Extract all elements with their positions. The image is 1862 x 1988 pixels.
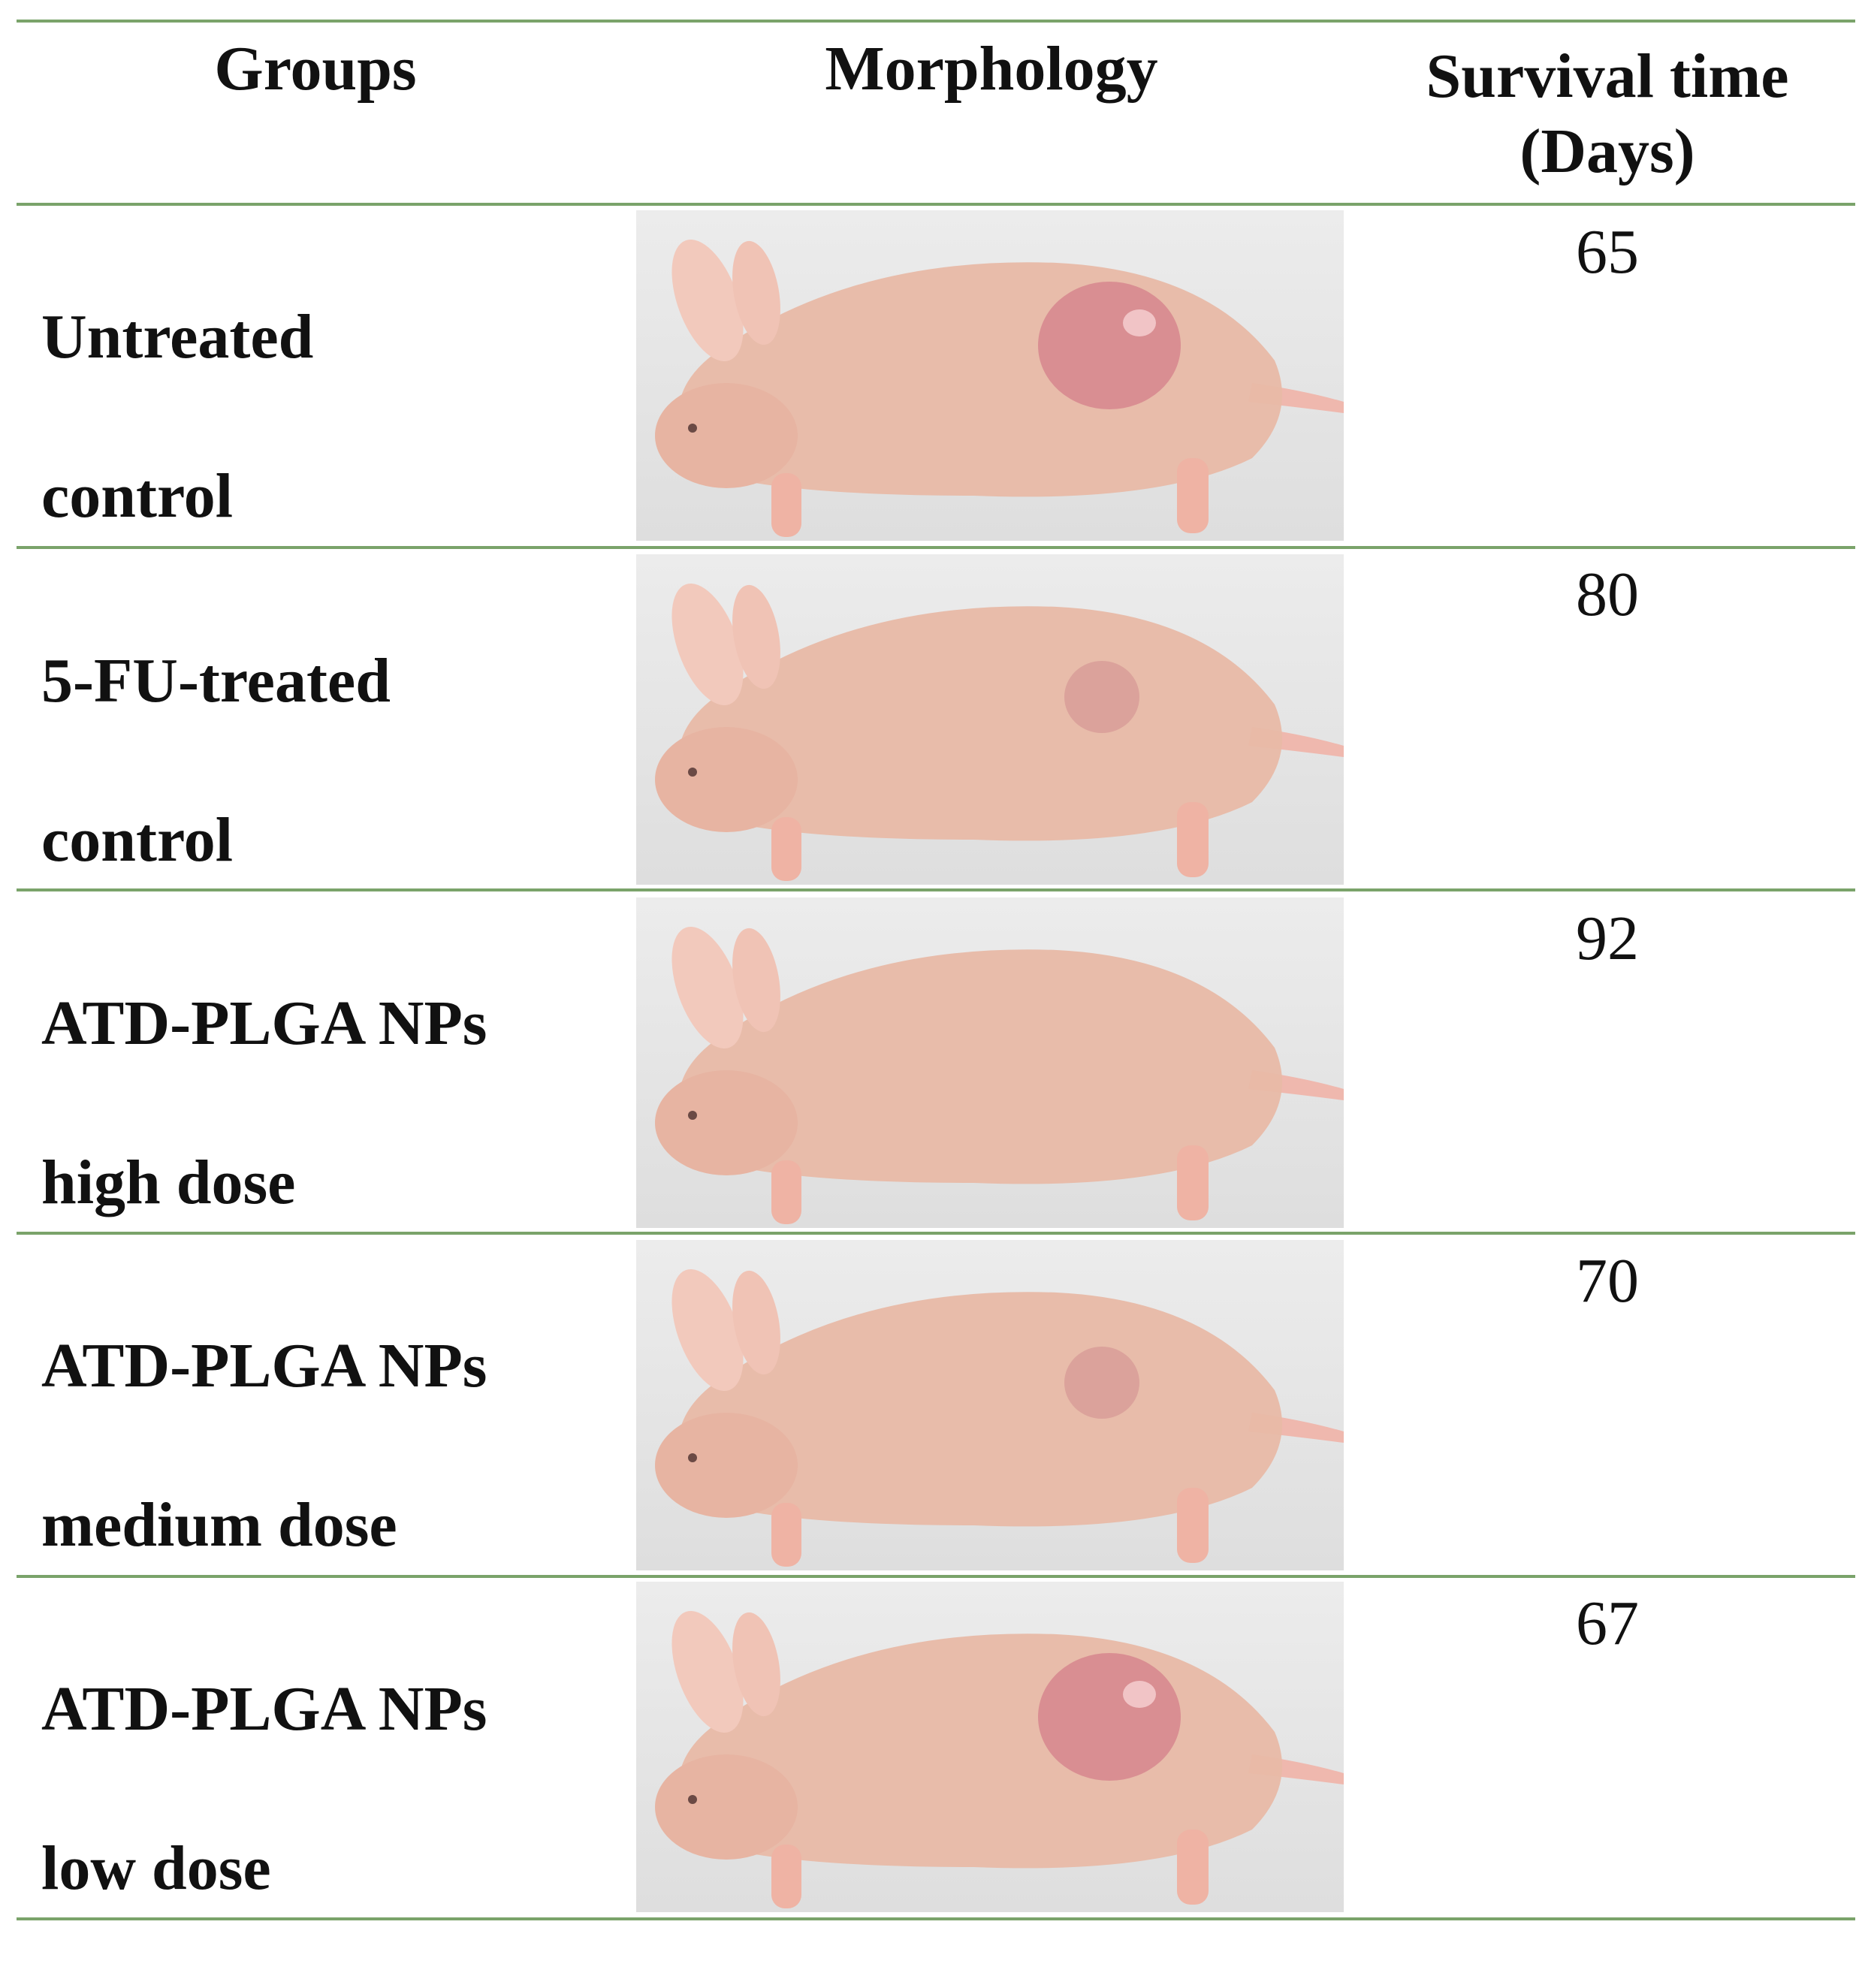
group-label: 5-FU-treated control: [41, 562, 391, 960]
mouse-illustration: [655, 1269, 1344, 1567]
group-line1: ATD-PLGA NPs: [41, 1674, 487, 1744]
mouse-leg: [771, 1503, 801, 1567]
mouse-eye: [688, 424, 697, 433]
survival-days: 80: [1576, 560, 1639, 629]
mouse-eye: [688, 1453, 697, 1462]
mouse-ear: [671, 926, 744, 1049]
tumor: [1064, 661, 1139, 733]
mouse-ear: [671, 583, 744, 706]
mouse-eye: [688, 768, 697, 777]
group-line2: control: [41, 805, 234, 875]
mouse-ear: [732, 1612, 780, 1717]
mouse-ear: [671, 239, 744, 362]
mouse-leg: [1177, 458, 1209, 533]
mouse-body: [678, 1292, 1282, 1527]
mouse-head: [655, 383, 798, 488]
header-survival-line1: Survival time: [1426, 41, 1789, 111]
survival-days: 67: [1576, 1588, 1639, 1658]
group-line2: high dose: [41, 1148, 296, 1217]
mouse-illustration: [655, 583, 1344, 881]
mouse-illustration: [655, 1610, 1344, 1908]
mouse-photo: [636, 210, 1344, 541]
mouse-ear: [671, 1269, 744, 1392]
table-top-rule: [17, 20, 1855, 23]
group-line1: 5-FU-treated: [41, 646, 391, 716]
header-morphology: Morphology: [825, 34, 1158, 104]
mouse-ear: [732, 240, 780, 345]
survival-days: 70: [1576, 1246, 1639, 1316]
table-bottom-rule: [17, 1917, 1855, 1920]
mouse-eye: [688, 1795, 697, 1804]
mouse-illustration: [655, 926, 1344, 1224]
header-survival-time: Survival time (Days): [1375, 39, 1840, 189]
survival-days: 92: [1576, 903, 1639, 973]
mouse-leg: [771, 1160, 801, 1224]
header-groups: Groups: [214, 34, 417, 104]
group-label: Untreated control: [41, 218, 313, 616]
mouse-head: [655, 727, 798, 832]
mouse-leg: [1177, 1830, 1209, 1905]
mouse-photo: [636, 554, 1344, 885]
row-divider: [17, 546, 1855, 549]
mouse-leg: [1177, 1488, 1209, 1563]
survival-days: 65: [1576, 217, 1639, 287]
row-divider: [17, 888, 1855, 891]
mouse-head: [655, 1754, 798, 1860]
row-divider: [17, 1575, 1855, 1578]
mouse-head: [655, 1413, 798, 1518]
mouse-ear: [732, 928, 780, 1033]
mouse-leg: [771, 473, 801, 537]
group-line1: ATD-PLGA NPs: [41, 1331, 487, 1401]
mouse-photo: [636, 1240, 1344, 1570]
group-label: ATD-PLGA NPs high dose: [41, 904, 487, 1302]
group-line1: Untreated: [41, 302, 314, 372]
mouse-leg: [771, 817, 801, 881]
group-label: ATD-PLGA NPs medium dose: [41, 1247, 487, 1645]
group-line1: ATD-PLGA NPs: [41, 988, 487, 1058]
tumor-highlight: [1123, 309, 1156, 336]
mouse-leg: [1177, 802, 1209, 877]
row-divider: [17, 1232, 1855, 1235]
mouse-leg: [1177, 1145, 1209, 1220]
tumor: [1038, 1653, 1181, 1781]
mouse-eye: [688, 1111, 697, 1120]
mouse-photo: [636, 1582, 1344, 1912]
tumor: [1038, 282, 1181, 409]
mouse-illustration: [655, 239, 1344, 537]
mouse-head: [655, 1070, 798, 1175]
header-bottom-rule: [17, 203, 1855, 206]
mouse-ear: [732, 1270, 780, 1375]
mouse-leg: [771, 1845, 801, 1908]
mouse-ear: [671, 1610, 744, 1733]
header-survival-line2: (Days): [1519, 116, 1695, 186]
mouse-ear: [732, 584, 780, 689]
tumor: [1064, 1347, 1139, 1419]
mouse-body: [678, 606, 1282, 841]
group-label: ATD-PLGA NPs low dose: [41, 1590, 487, 1988]
group-line2: medium dose: [41, 1490, 397, 1560]
mouse-photo: [636, 897, 1344, 1228]
mouse-body: [678, 949, 1282, 1184]
group-line2: low dose: [41, 1833, 271, 1903]
tumor-highlight: [1123, 1681, 1156, 1708]
group-line2: control: [41, 461, 234, 531]
